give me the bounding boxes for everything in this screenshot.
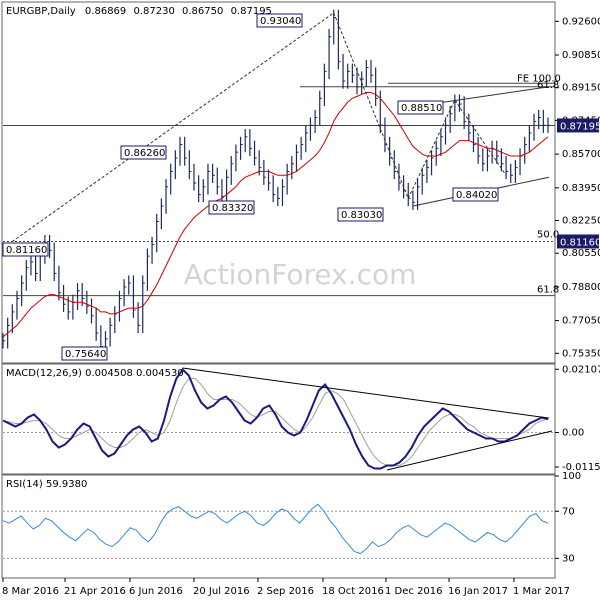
pivot-label-box — [256, 13, 303, 28]
fib-50-label: 50.0 — [537, 229, 559, 240]
macd-signal-line — [2, 378, 549, 466]
price-panel-frame — [1, 1, 556, 364]
dashed-trendline — [3, 12, 335, 248]
ohlc-low: 0.86750 — [182, 6, 223, 17]
pivot-label-box — [2, 242, 49, 257]
moving-average-line — [2, 92, 549, 338]
price-y-tick-label: 0.90850 — [562, 50, 600, 61]
level-badge-81160 — [557, 234, 599, 249]
pivot-label: 0.81160 — [6, 245, 47, 256]
macd-lower-trendline — [386, 430, 553, 471]
pivot-label: 0.84020 — [456, 190, 497, 201]
price-y-tick-label: 0.77050 — [562, 316, 600, 327]
dashed-swing-line — [333, 12, 409, 199]
price-y-tick-label: 0.92600 — [562, 16, 600, 27]
macd-panel-title: MACD(12,26,9) 0.004508 0.004530 — [6, 368, 184, 379]
price-y-tick-label: 0.82250 — [562, 216, 600, 227]
pivot-label-box — [452, 187, 499, 202]
pivot-label-box — [61, 346, 108, 361]
dashed-swing-line-2 — [407, 99, 456, 199]
pivot-label: 0.86260 — [124, 148, 165, 159]
pivot-label-box — [337, 207, 384, 222]
pivot-label: 0.75640 — [65, 349, 106, 360]
macd-y-tick-label: 0.021074 — [562, 364, 600, 375]
x-axis-tick-label: 6 Jun 2016 — [129, 586, 183, 597]
chart-dynamic-layer: 0.926000.908500.891500.874500.857000.839… — [2, 9, 600, 597]
ohlc-close: 0.87195 — [231, 6, 272, 17]
pivot-label: 0.88510 — [401, 103, 442, 114]
pivot-label-box — [397, 100, 444, 115]
pivot-label: 0.83320 — [212, 203, 253, 214]
pivot-label-box — [208, 200, 255, 215]
rsi-line — [2, 503, 549, 555]
ohlc-open: 0.86869 — [85, 6, 126, 17]
price-y-tick-label: 0.80550 — [562, 248, 600, 259]
x-axis-tick-label: 1 Dec 2016 — [385, 586, 443, 597]
pivot-label: 0.93040 — [260, 16, 301, 27]
x-axis-tick-label: 16 Jan 2017 — [448, 586, 508, 597]
rsi-panel-title: RSI(14) 59.9380 — [6, 479, 87, 490]
macd-line — [2, 367, 549, 470]
ohlc-high: 0.87230 — [133, 6, 174, 17]
last-price-badge — [557, 118, 599, 133]
x-axis-tick-label: 18 Oct 2016 — [322, 586, 384, 597]
price-y-tick-label: 0.78800 — [562, 282, 600, 293]
price-y-tick-label: 0.85700 — [562, 149, 600, 160]
level-badge-text: 0.81160 — [560, 237, 600, 248]
macd-y-tick-label: 0.00 — [562, 428, 584, 439]
price-y-tick-label: 0.75350 — [562, 348, 600, 359]
fib-61.8-upper-label: 61.8 — [537, 80, 559, 91]
rsi-y-tick-label: 70 — [562, 506, 575, 517]
fe-100-label: FE 100.0 — [517, 73, 561, 84]
symbol-label: EURGBP — [6, 6, 47, 17]
macd-y-tick-label: -0.011507 — [562, 462, 600, 473]
fib-61.8-lower-label: 61.8 — [537, 285, 559, 296]
rsi-y-tick-label: 30 — [562, 553, 575, 564]
x-axis-tick-label: 2 Sep 2016 — [257, 586, 314, 597]
timeframe-label: Daily — [50, 6, 75, 17]
rsi-y-tick-label: 100 — [562, 471, 581, 482]
x-axis-tick-label: 1 Mar 2017 — [513, 586, 570, 597]
price-panel-title: EURGBP,Daily 0.86869 0.87230 0.86750 0.8… — [6, 6, 272, 17]
watermark: ActionForex.com — [184, 258, 417, 291]
pivot-label-box — [120, 145, 167, 160]
rsi-panel-frame — [1, 474, 556, 579]
x-axis-tick-label: 21 Apr 2016 — [64, 586, 126, 597]
pivot-label: 0.83030 — [341, 210, 382, 221]
x-axis-tick-label: 20 Jul 2016 — [193, 586, 250, 597]
price-y-tick-label: 0.83950 — [562, 183, 600, 194]
x-axis-tick-label: 8 Mar 2016 — [2, 586, 59, 597]
price-y-tick-label: 0.89150 — [562, 83, 600, 94]
macd-upper-trendline — [182, 367, 550, 419]
last-price-text: 0.87195 — [560, 121, 600, 132]
dashed-swing-line-3 — [454, 99, 507, 176]
